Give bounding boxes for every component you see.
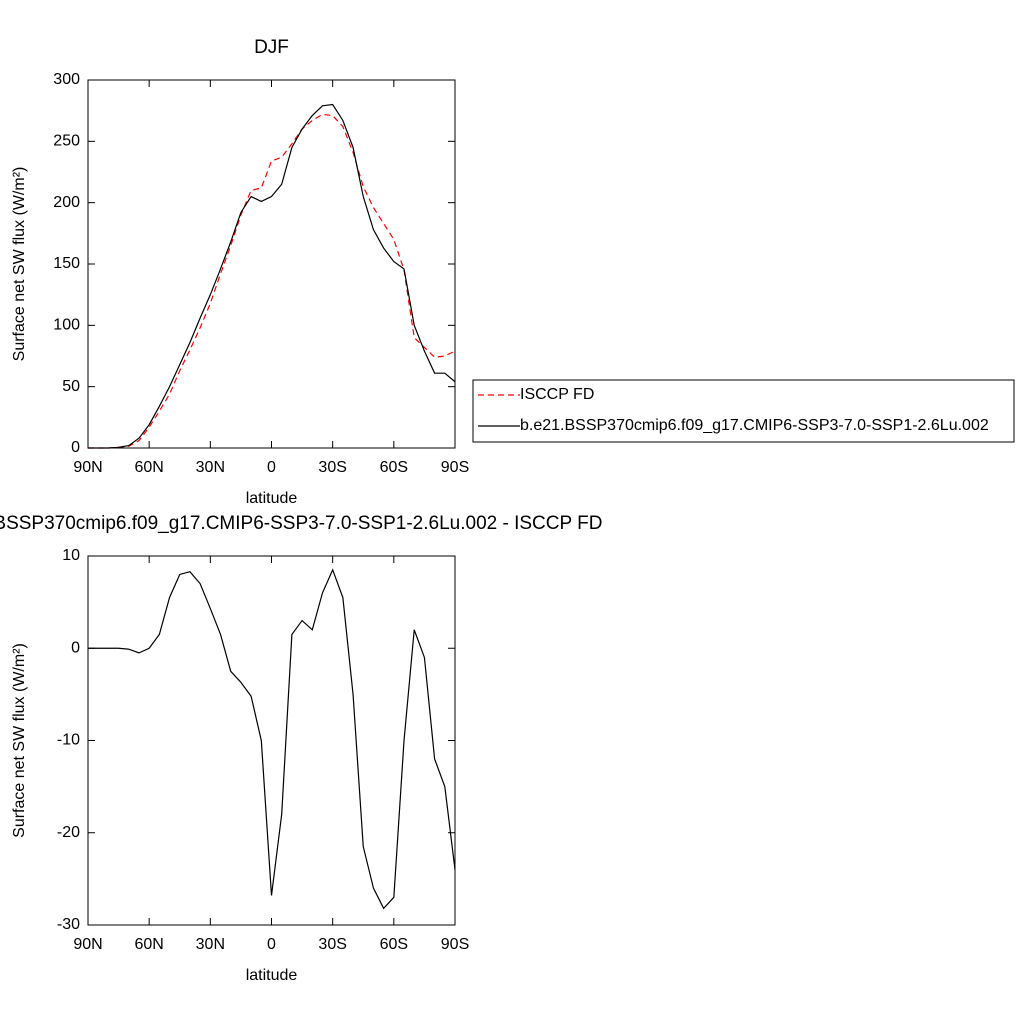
y-axis-label: Surface net SW flux (W/m²)	[11, 643, 28, 838]
plot: DJF latitude Surface net SW flux (W/m²) 90N…	[11, 37, 1015, 507]
y-tick-label: 0	[71, 639, 80, 656]
x-tick-label: 60N	[134, 459, 163, 476]
legend-label: ISCCP FD	[520, 386, 594, 403]
x-tick-label: 90S	[441, 459, 469, 476]
x-tick-label: 30S	[318, 936, 346, 953]
x-tick-label: 30S	[318, 459, 346, 476]
x-tick-label: 30N	[196, 936, 225, 953]
legend: ISCCP FD b.e21.BSSP370cmip6.f09_g17.CMIP6…	[472, 379, 1015, 443]
y-tick-label: 250	[53, 133, 80, 150]
plot-frame	[87, 555, 456, 926]
x-tick-label: 30N	[196, 459, 225, 476]
x-tick-label: 60N	[134, 936, 163, 953]
data-line	[88, 103, 456, 449]
x-tick-label: 60S	[380, 459, 408, 476]
x-tick-label: 90N	[73, 459, 102, 476]
plot: b.e21.BSSP370cmip6.f09_g17.CMIP6-SSP3-7.…	[0, 513, 602, 984]
x-axis-label: latitude	[246, 967, 298, 984]
legend-label: b.e21.BSSP370cmip6.f09_g17.CMIP6-SSP3-7.…	[520, 417, 989, 434]
y-tick-label: 50	[62, 378, 80, 395]
chart-title: b.e21.BSSP370cmip6.f09_g17.CMIP6-SSP3-7.…	[0, 513, 602, 534]
y-tick-label: -10	[57, 732, 80, 749]
y-tick-label: -30	[57, 916, 80, 933]
x-tick-label: 90S	[441, 936, 469, 953]
x-tick-label: 0	[267, 936, 276, 953]
y-axis-label: Surface net SW flux (W/m²)	[11, 167, 28, 362]
chart-title: DJF	[254, 37, 289, 58]
y-tick-label: -20	[57, 824, 80, 841]
y-tick-label: 150	[53, 255, 80, 272]
y-tick-label: 0	[71, 439, 80, 456]
x-axis-label: latitude	[246, 490, 298, 507]
y-tick-label: 300	[53, 71, 80, 88]
y-tick-label: 10	[62, 547, 80, 564]
x-tick-label: 0	[267, 459, 276, 476]
x-tick-label: 60S	[380, 936, 408, 953]
y-tick-label: 200	[53, 194, 80, 211]
x-tick-label: 90N	[73, 936, 102, 953]
legend-box	[472, 379, 1015, 443]
plot-frame	[87, 79, 456, 449]
data-line	[88, 113, 456, 449]
data-line	[88, 568, 456, 910]
y-tick-label: 100	[53, 317, 80, 334]
